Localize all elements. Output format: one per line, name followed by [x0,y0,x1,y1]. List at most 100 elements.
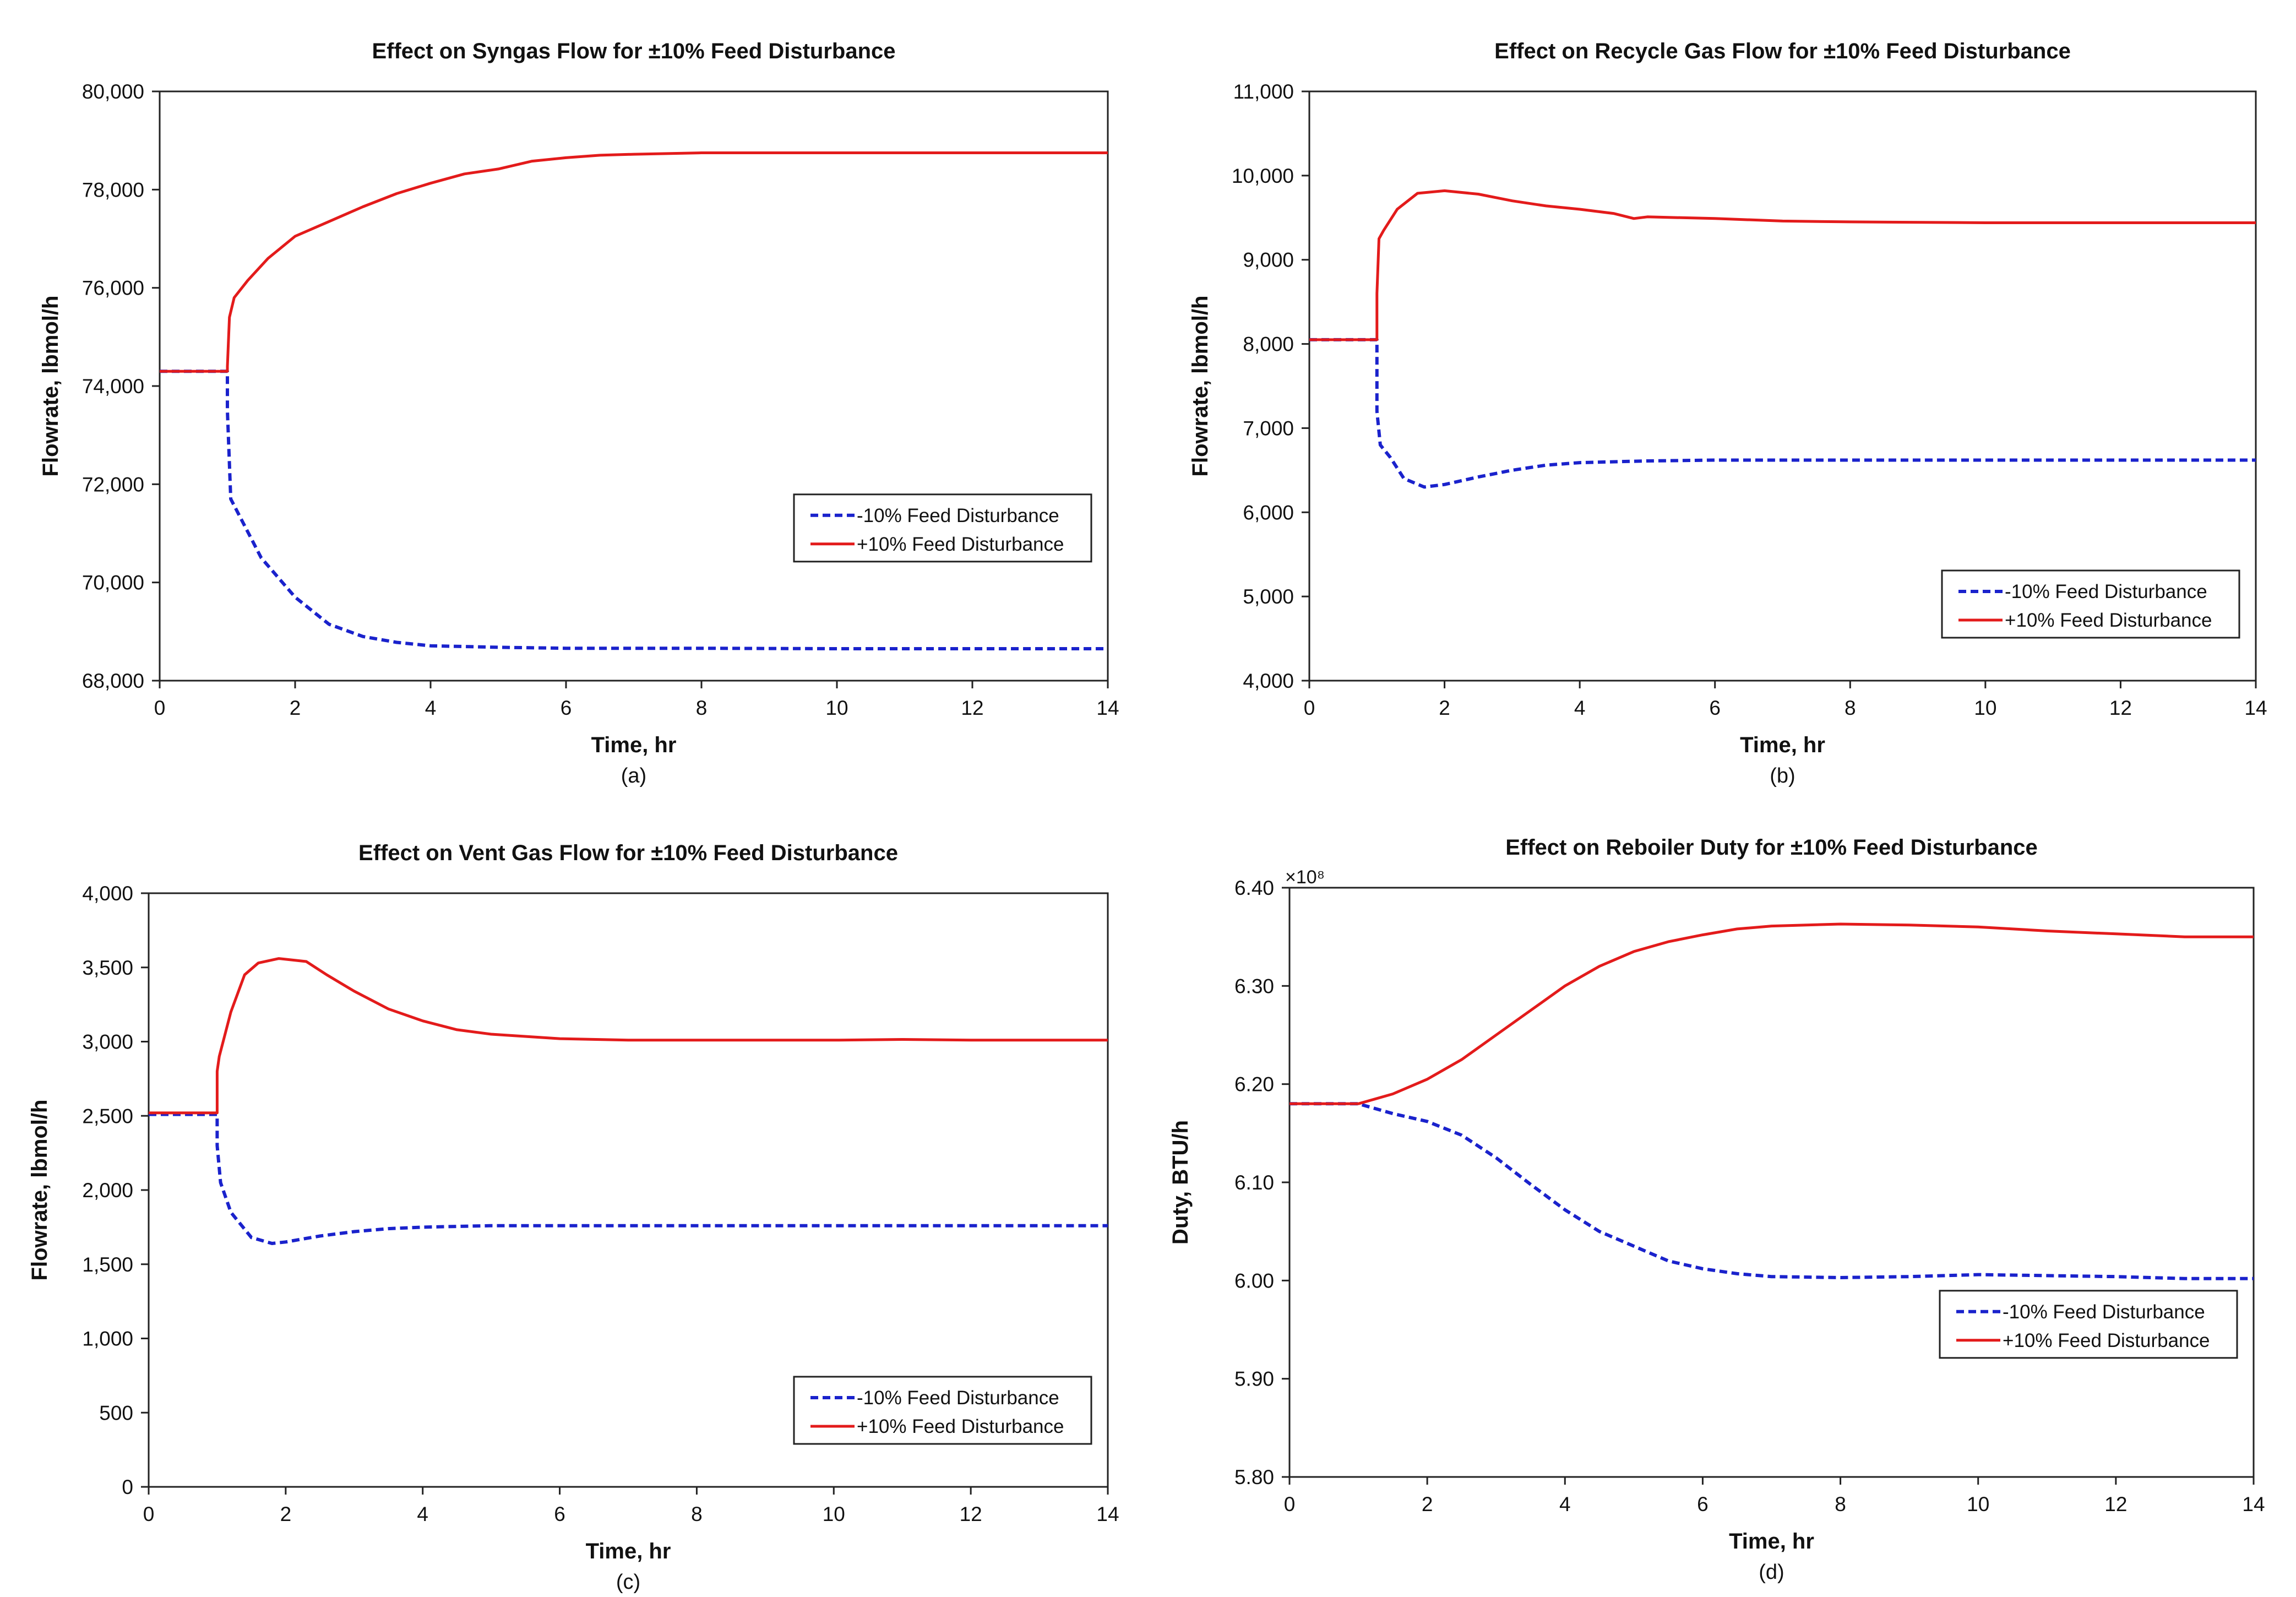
y-tick-label: 0 [122,1476,133,1498]
y-tick-label: 2,500 [82,1105,133,1127]
x-tick-label: 2 [1422,1493,1433,1515]
legend-label-minus-10: -10% Feed Disturbance [857,1387,1059,1409]
y-tick-label: 76,000 [82,277,144,300]
y-exponent-label: ×10⁸ [1285,867,1325,888]
y-tick-label: 500 [99,1402,133,1424]
x-tick-label: 0 [1304,697,1315,719]
chart-panel-d: Effect on Reboiler Duty for ±10% Feed Di… [1168,835,2265,1584]
series-line-minus-10 [1290,1102,2254,1280]
y-tick-label: 6.10 [1234,1171,1274,1194]
chart-panel-a: Effect on Syngas Flow for ±10% Feed Dist… [39,39,1119,787]
x-tick-label: 8 [1845,697,1856,719]
y-tick-label: 11,000 [1233,80,1294,103]
series-line-minus-10 [1309,338,2256,489]
series-line-plus-10 [1290,922,2254,1105]
x-tick-label: 6 [1709,697,1721,719]
chart-panel-b: Effect on Recycle Gas Flow for ±10% Feed… [1188,39,2267,787]
legend-label-plus-10: +10% Feed Disturbance [857,1416,1064,1437]
x-tick-label: 6 [1697,1493,1709,1515]
y-tick-label: 78,000 [82,178,144,201]
y-tick-label: 2,000 [82,1179,133,1202]
y-tick-label: 9,000 [1243,249,1294,271]
x-tick-label: 4 [417,1503,428,1525]
x-tick-label: 6 [561,697,572,719]
legend-box [793,493,1092,563]
x-tick-label: 0 [154,697,166,719]
chart-panel-c: Effect on Vent Gas Flow for ±10% Feed Di… [28,841,1119,1594]
legend: -10% Feed Disturbance +10% Feed Disturban… [793,1376,1092,1445]
x-axis-label: Time, hr [586,1539,671,1563]
x-tick-label: 0 [143,1503,155,1525]
x-tick-label: 12 [2104,1493,2127,1515]
panel-caption: (d) [1759,1561,1784,1584]
legend-label-plus-10: +10% Feed Disturbance [857,534,1064,555]
y-tick-label: 74,000 [82,375,144,398]
y-tick-label: 1,500 [82,1253,133,1276]
y-tick-label: 6,000 [1243,501,1294,524]
x-tick-label: 4 [1574,697,1586,719]
series-line-plus-10 [160,151,1108,373]
y-tick-label: 3,000 [82,1031,133,1053]
y-tick-label: 68,000 [82,670,144,692]
y-tick-label: 1,000 [82,1328,133,1350]
x-tick-label: 10 [1974,697,1996,719]
panel-caption: (a) [621,764,646,787]
plot-frame [159,90,1109,682]
x-tick-label: 14 [2244,697,2267,719]
legend-label-plus-10: +10% Feed Disturbance [2003,1330,2210,1351]
x-tick-label: 8 [691,1503,703,1525]
x-tick-label: 6 [554,1503,565,1525]
legend-box [1939,1290,2238,1359]
legend: -10% Feed Disturbance +10% Feed Disturban… [1939,1290,2238,1359]
y-tick-label: 4,000 [1243,670,1294,692]
series-line-plus-10 [149,957,1108,1115]
y-tick-label: 7,000 [1243,417,1294,439]
legend-box [1941,569,2240,639]
y-tick-label: 3,500 [82,957,133,979]
x-tick-label: 14 [2242,1493,2265,1515]
x-tick-label: 4 [1559,1493,1571,1515]
x-axis-label: Time, hr [1740,733,1825,757]
y-tick-label: 4,000 [82,882,133,905]
x-tick-label: 12 [961,697,983,719]
x-tick-label: 12 [2109,697,2132,719]
y-axis-label: Flowrate, lbmol/h [28,1100,52,1281]
x-tick-label: 14 [1096,1503,1119,1525]
y-tick-label: 5.90 [1234,1368,1274,1390]
chart-title: Effect on Vent Gas Flow for ±10% Feed Di… [358,841,898,865]
y-tick-label: 6.20 [1234,1073,1274,1096]
x-tick-label: 8 [696,697,708,719]
plot-frame [1288,887,2255,1478]
legend-box [793,1376,1092,1445]
series-line-minus-10 [160,370,1108,650]
plot-frame [1308,90,2257,682]
legend-label-plus-10: +10% Feed Disturbance [2005,610,2212,631]
x-axis-label: Time, hr [591,733,677,757]
y-tick-label: 8,000 [1243,333,1294,356]
y-axis-label: Duty, BTU/h [1168,1120,1193,1245]
y-tick-label: 6.00 [1234,1269,1274,1292]
y-tick-label: 72,000 [82,473,144,496]
x-tick-label: 2 [1439,697,1450,719]
x-tick-label: 10 [823,1503,845,1525]
panel-caption: (c) [616,1571,640,1594]
series-line-plus-10 [1309,189,2256,341]
legend-label-minus-10: -10% Feed Disturbance [857,505,1059,526]
chart-title: Effect on Recycle Gas Flow for ±10% Feed… [1494,39,2071,63]
panel-caption: (b) [1770,764,1795,787]
legend-label-minus-10: -10% Feed Disturbance [2003,1301,2205,1323]
y-tick-label: 6.40 [1234,877,1274,899]
legend: -10% Feed Disturbance +10% Feed Disturban… [793,493,1092,563]
chart-title: Effect on Reboiler Duty for ±10% Feed Di… [1505,835,2038,860]
series-line-minus-10 [149,1112,1108,1245]
y-tick-label: 5,000 [1243,585,1294,608]
x-tick-label: 4 [425,697,437,719]
y-axis-label: Flowrate, lbmol/h [39,296,63,477]
y-tick-label: 10,000 [1232,165,1294,187]
legend: -10% Feed Disturbance +10% Feed Disturban… [1941,569,2240,639]
x-axis-label: Time, hr [1729,1529,1814,1553]
x-tick-label: 10 [1967,1493,1989,1515]
x-tick-label: 8 [1835,1493,1846,1515]
x-tick-label: 10 [825,697,848,719]
